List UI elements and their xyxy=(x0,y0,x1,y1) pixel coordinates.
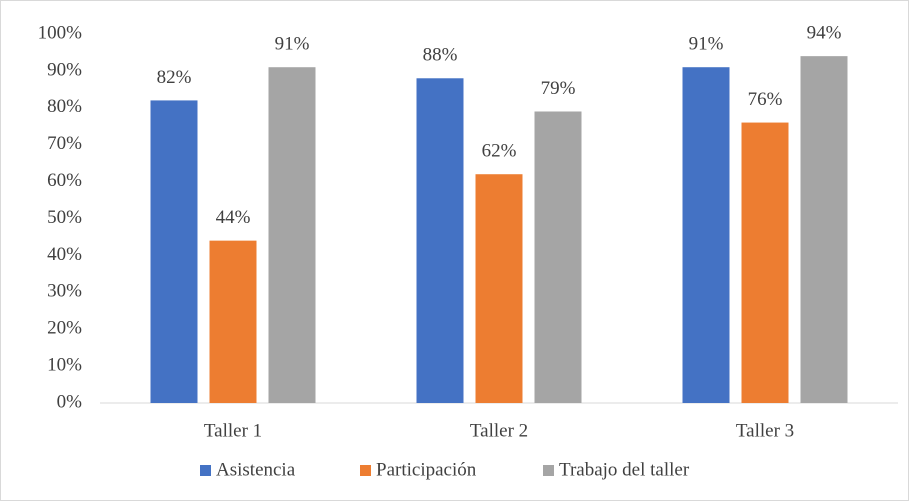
y-tick-label: 30% xyxy=(47,281,82,302)
data-label: 88% xyxy=(423,45,458,66)
bar xyxy=(682,67,730,404)
y-tick-label: 100% xyxy=(38,22,83,43)
bar xyxy=(209,240,257,403)
data-label: 91% xyxy=(689,34,724,55)
bar xyxy=(268,67,316,404)
legend-swatch xyxy=(200,465,211,476)
y-tick-label: 80% xyxy=(47,96,82,117)
bar xyxy=(741,122,789,403)
x-tick-label: Taller 2 xyxy=(470,420,528,441)
y-tick-label: 70% xyxy=(47,133,82,154)
data-label: 76% xyxy=(748,89,783,110)
data-label: 62% xyxy=(482,141,517,162)
y-tick-label: 90% xyxy=(47,59,82,80)
y-tick-label: 10% xyxy=(47,354,82,375)
y-tick-label: 60% xyxy=(47,170,82,191)
x-tick-label: Taller 3 xyxy=(736,420,794,441)
data-label: 94% xyxy=(807,22,842,43)
legend-label: Trabajo del taller xyxy=(559,459,690,480)
bar xyxy=(800,56,848,403)
x-tick-label: Taller 1 xyxy=(204,420,262,441)
data-label: 82% xyxy=(157,67,192,88)
y-tick-label: 0% xyxy=(57,391,83,412)
bar xyxy=(475,174,523,403)
bar xyxy=(150,100,198,404)
bar xyxy=(534,111,582,404)
legend-label: Asistencia xyxy=(216,459,296,480)
data-label: 79% xyxy=(541,78,576,99)
y-tick-label: 50% xyxy=(47,207,82,228)
bar xyxy=(416,78,464,403)
legend-swatch xyxy=(543,465,554,476)
y-tick-label: 20% xyxy=(47,318,82,339)
legend-swatch xyxy=(360,465,371,476)
legend-label: Participación xyxy=(376,459,477,480)
data-label: 91% xyxy=(275,34,310,55)
y-tick-label: 40% xyxy=(47,244,82,265)
data-label: 44% xyxy=(216,207,251,228)
